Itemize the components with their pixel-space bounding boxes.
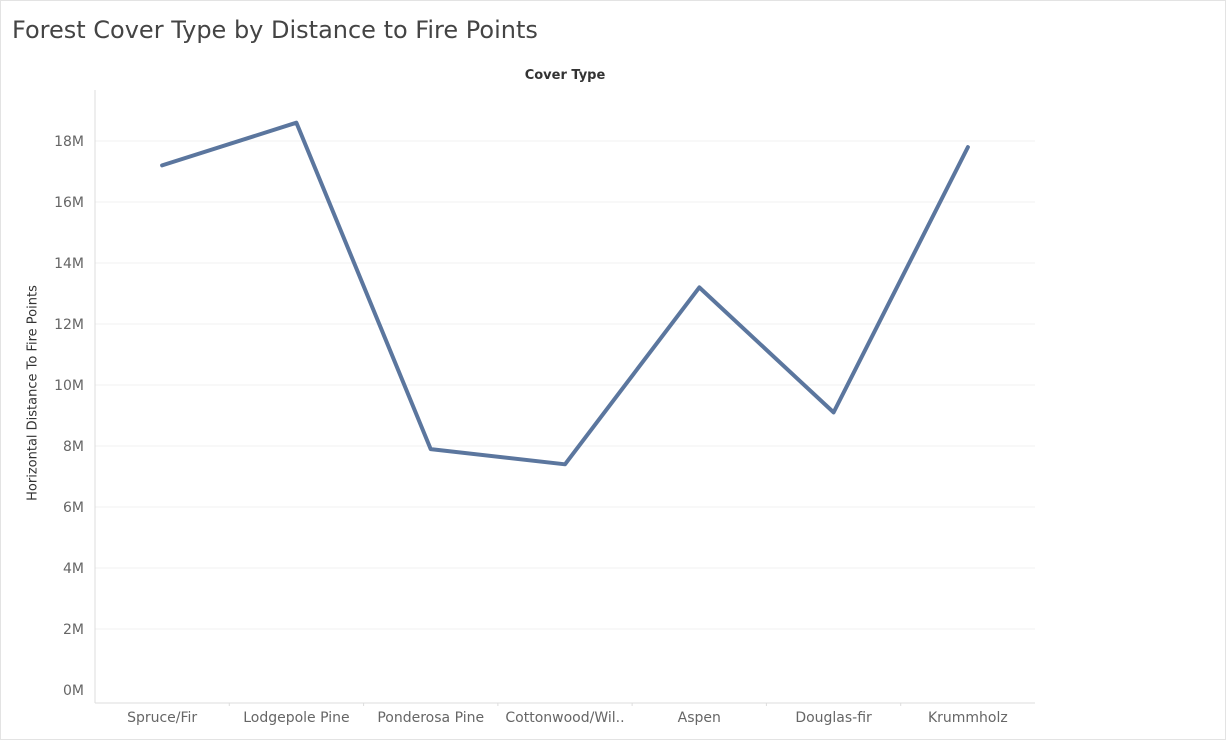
y-tick-label: 14M — [54, 256, 84, 272]
x-tick-label[interactable]: Douglas-fir — [795, 710, 872, 726]
x-tick-label[interactable]: Krummholz — [928, 710, 1008, 726]
x-tick-label[interactable]: Spruce/Fir — [127, 710, 197, 726]
y-tick-label: 10M — [54, 378, 84, 394]
y-tick-labels: 0M 2M 4M 6M 8M 10M 12M 14M 16M 18M — [54, 134, 84, 699]
y-tick-label: 16M — [54, 195, 84, 211]
series-line-layer[interactable] — [157, 118, 973, 470]
x-tick-labels[interactable]: Spruce/Fir Lodgepole Pine Ponderosa Pine Co… — [127, 710, 1008, 726]
y-tick-label: 18M — [54, 134, 84, 150]
data-point[interactable] — [291, 118, 301, 128]
y-tick-label: 8M — [63, 439, 84, 455]
y-tick-label: 4M — [63, 561, 84, 577]
page-title: Forest Cover Type by Distance to Fire Po… — [12, 16, 538, 44]
y-tick-label: 0M — [63, 683, 84, 699]
series-line[interactable] — [160, 120, 970, 467]
x-tick-label[interactable]: Cottonwood/Wil.. — [505, 710, 624, 726]
data-point[interactable] — [426, 444, 436, 454]
data-point[interactable] — [157, 160, 167, 170]
data-point[interactable] — [694, 282, 704, 292]
grid-lines — [95, 140, 1035, 630]
data-point[interactable] — [829, 407, 839, 417]
x-tick-label[interactable]: Lodgepole Pine — [243, 710, 349, 726]
x-tick-label[interactable]: Ponderosa Pine — [377, 710, 484, 726]
data-point[interactable] — [963, 142, 973, 152]
y-tick-label: 2M — [63, 622, 84, 638]
column-header-label[interactable]: Cover Type — [524, 68, 606, 83]
axes — [94, 90, 1035, 706]
data-point[interactable] — [560, 459, 570, 469]
y-tick-label: 12M — [54, 317, 84, 333]
y-tick-label: 6M — [63, 500, 84, 516]
x-tick-label[interactable]: Aspen — [678, 710, 721, 726]
